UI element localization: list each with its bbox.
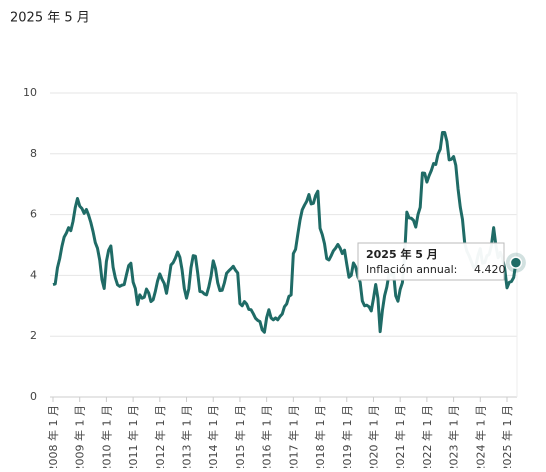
x-tick-label: 2015 年 1 月 (233, 405, 247, 468)
tooltip: 2025 年 5 月 Inflación annual: 4.420 (357, 242, 506, 281)
y-tick-label: 0 (30, 390, 37, 403)
x-tick-label: 2021 年 1 月 (393, 405, 407, 468)
hover-point (509, 256, 523, 269)
y-tick-label: 8 (30, 147, 37, 160)
tooltip-label: Inflación annual: (366, 263, 457, 276)
tooltip-value: 4.420 (474, 263, 506, 276)
tooltip-title: 2025 年 5 月 (366, 247, 438, 261)
line (52, 131, 518, 334)
x-tick-label: 2013 年 1 月 (180, 405, 194, 468)
tooltip-box (357, 242, 505, 281)
x-tick-label: 2011 年 1 月 (126, 405, 140, 468)
x-tick-label: 2025 年 1 月 (500, 405, 514, 468)
x-tick-label: 2022 年 1 月 (420, 405, 434, 468)
x-tick-label: 2023 年 1 月 (447, 405, 461, 468)
x-tick-label: 2019 年 1 月 (340, 405, 354, 468)
x-tick-label: 2012 年 1 月 (153, 405, 167, 468)
x-tick-label: 2018 年 1 月 (313, 405, 327, 468)
x-tick-label: 2014 年 1 月 (206, 405, 220, 468)
x-tick-label: 2009 年 1 月 (73, 405, 87, 468)
y-tick-label: 4 (30, 268, 37, 281)
x-tick-label: 2008 年 1 月 (46, 405, 60, 468)
y-tick-label: 10 (23, 86, 37, 99)
y-tick-label: 6 (30, 208, 37, 221)
x-tick-label: 2024 年 1 月 (473, 405, 487, 468)
y-tick-label: 2 (30, 329, 37, 342)
x-tick-label: 2017 年 1 月 (286, 405, 300, 468)
x-tick-label: 2010 年 1 月 (99, 405, 113, 468)
header: 2025 年 5 月 (10, 11, 90, 26)
x-tick-label: 2020 年 1 月 (366, 405, 380, 468)
x-tick-label: 2016 年 1 月 (260, 405, 274, 468)
